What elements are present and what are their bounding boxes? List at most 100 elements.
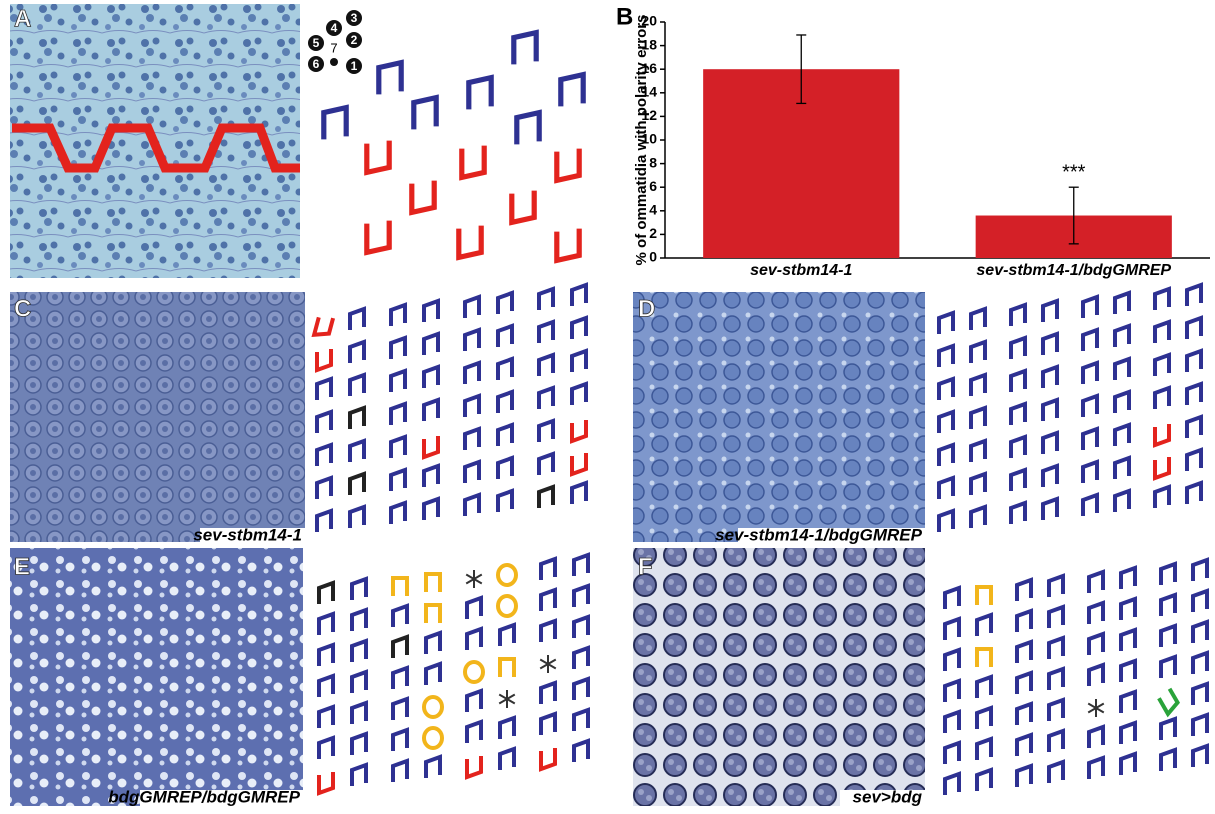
glyph xyxy=(500,625,514,646)
glyph xyxy=(1193,622,1207,643)
glyph xyxy=(467,629,481,650)
glyph xyxy=(1121,692,1135,713)
glyph xyxy=(572,483,586,504)
glyph xyxy=(945,619,959,640)
glyph xyxy=(1193,684,1207,705)
glyph xyxy=(561,75,583,107)
glyph xyxy=(1089,634,1103,655)
glyph xyxy=(319,645,333,666)
glyph xyxy=(574,586,588,607)
glyph xyxy=(1017,704,1031,725)
glyph xyxy=(939,478,953,499)
glyph xyxy=(424,436,438,457)
glyph xyxy=(971,342,985,363)
glyph xyxy=(1043,334,1057,355)
glyph xyxy=(1155,388,1169,409)
asterisk xyxy=(466,570,482,588)
glyph xyxy=(498,596,516,616)
photo-f xyxy=(633,548,925,806)
glyph xyxy=(317,511,331,532)
glyph xyxy=(572,453,586,474)
glyph xyxy=(350,474,364,495)
glyph xyxy=(1083,330,1097,351)
glyph xyxy=(541,748,555,769)
glyph xyxy=(467,756,481,777)
glyph xyxy=(469,78,491,110)
glyph xyxy=(379,63,401,95)
glyph xyxy=(539,487,553,508)
glyph xyxy=(352,641,366,662)
glyph xyxy=(572,384,586,405)
glyph xyxy=(1155,424,1169,445)
glyph xyxy=(572,351,586,372)
glyph xyxy=(1083,429,1097,450)
glyph xyxy=(1017,735,1031,756)
glyph xyxy=(574,741,588,762)
glyph xyxy=(498,491,512,512)
glyph xyxy=(539,421,553,442)
glyph xyxy=(1161,564,1175,585)
glyph xyxy=(424,400,438,421)
glyph xyxy=(1155,289,1169,310)
glyph xyxy=(1043,433,1057,454)
glyph xyxy=(467,598,481,619)
glyph xyxy=(424,697,442,717)
glyph xyxy=(971,408,985,429)
glyph xyxy=(939,412,953,433)
glyph xyxy=(541,559,555,580)
glyph xyxy=(1193,746,1207,767)
glyph xyxy=(352,610,366,631)
y-tick-label: 12 xyxy=(641,107,657,123)
y-tick-label: 20 xyxy=(641,13,657,29)
glyph xyxy=(1115,359,1129,380)
asterisk xyxy=(540,655,556,673)
glyph xyxy=(971,309,985,330)
glyph xyxy=(350,309,364,330)
y-tick-label: 14 xyxy=(641,84,657,100)
glyph xyxy=(539,355,553,376)
glyph xyxy=(393,699,407,720)
photo-e xyxy=(10,548,303,806)
photo-d xyxy=(633,292,925,542)
glyph xyxy=(1089,758,1103,779)
glyph xyxy=(1187,285,1201,306)
glyph xyxy=(467,691,481,712)
glyph xyxy=(1011,470,1025,491)
glyph xyxy=(500,659,514,677)
asterisk xyxy=(1088,699,1104,717)
y-tick-label: 16 xyxy=(641,60,657,76)
glyph xyxy=(574,679,588,700)
glyph xyxy=(1115,425,1129,446)
glyph xyxy=(557,149,579,181)
glyph xyxy=(977,770,991,791)
glyph xyxy=(462,146,484,178)
glyph xyxy=(1193,560,1207,581)
glyph xyxy=(1011,437,1025,458)
glyph xyxy=(391,338,405,359)
y-tick-label: 2 xyxy=(649,225,657,241)
glyph xyxy=(1083,462,1097,483)
x-tick-label: sev-stbm14-1/bdgGMREP xyxy=(976,262,1171,279)
panel-label: E xyxy=(14,553,30,580)
glyph xyxy=(319,772,333,793)
glyph xyxy=(1187,483,1201,504)
glyph xyxy=(319,583,333,604)
glyph xyxy=(498,326,512,347)
glyph xyxy=(939,346,953,367)
glyph xyxy=(319,614,333,635)
glyph xyxy=(1011,503,1025,524)
panel-label: F xyxy=(638,553,653,580)
glyph xyxy=(1121,599,1135,620)
glyph xyxy=(350,375,364,396)
glyph xyxy=(1083,495,1097,516)
panel-label: B xyxy=(616,3,633,30)
y-tick-label: 4 xyxy=(649,202,657,218)
glyph xyxy=(498,359,512,380)
glyph xyxy=(352,734,366,755)
glyph xyxy=(1161,719,1175,740)
glyph xyxy=(426,664,440,685)
glyph xyxy=(977,649,991,667)
glyph xyxy=(1089,603,1103,624)
glyph xyxy=(414,98,436,130)
caption: bdgGMREP/bdgGMREP xyxy=(108,787,300,806)
